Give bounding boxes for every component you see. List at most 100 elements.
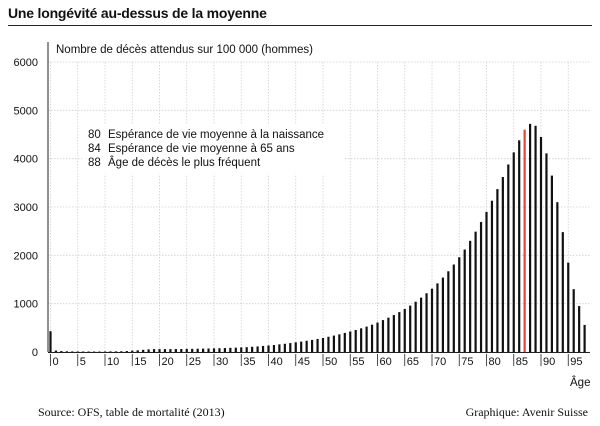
bar: [409, 305, 412, 352]
bar: [463, 249, 466, 352]
y-tick-label: 1000: [14, 299, 38, 311]
x-tick-label: 35: [243, 356, 255, 368]
y-tick-label: 4000: [14, 154, 38, 166]
bar: [469, 240, 472, 352]
y-tick-label: 0: [32, 347, 38, 359]
bar: [278, 344, 281, 352]
bar: [507, 164, 510, 352]
bar: [283, 343, 286, 352]
x-tick-label: 70: [434, 356, 446, 368]
legend-value: 88: [88, 157, 101, 169]
legend-entry: Espérance de vie moyenne à 65 ans: [108, 143, 295, 155]
bar: [343, 332, 346, 352]
y-axis-label-box: Nombre de décès attendus sur 100 000 (ho…: [51, 40, 321, 58]
bar: [98, 351, 101, 353]
y-axis-ticks: 0 1000 2000 3000 4000 5000 6000: [14, 57, 38, 359]
bar: [452, 264, 455, 352]
bar: [578, 306, 581, 352]
x-tick-label: 55: [352, 356, 364, 368]
bar: [272, 344, 276, 352]
x-tick-label: 20: [162, 356, 174, 368]
x-tick-label: 75: [461, 356, 473, 368]
bar: [327, 336, 330, 352]
bar: [539, 136, 543, 352]
bar: [218, 348, 221, 352]
x-tick-label: 30: [216, 356, 228, 368]
bar: [300, 341, 303, 352]
bar-highlight: [523, 129, 526, 352]
bar: [398, 312, 401, 352]
bar: [152, 349, 156, 352]
bar: [561, 232, 564, 352]
bar: [365, 326, 368, 352]
bar: [550, 175, 553, 352]
x-axis-label: Âge: [570, 376, 590, 389]
bar: [240, 347, 243, 352]
bar: [234, 347, 237, 352]
bar: [229, 347, 232, 352]
x-tick-label: 85: [516, 356, 528, 368]
bar: [360, 328, 363, 352]
bar: [556, 202, 559, 352]
y-tick-label: 6000: [14, 57, 38, 69]
bar: [485, 211, 488, 352]
bars: [49, 123, 586, 353]
bar: [572, 289, 575, 352]
legend-entry: Espérance de vie moyenne à la naissance: [108, 129, 324, 141]
bar: [376, 322, 379, 352]
x-tick-label: 25: [189, 356, 201, 368]
x-tick-label: 0: [53, 356, 59, 368]
x-tick-label: 80: [489, 356, 501, 368]
bar: [196, 348, 199, 352]
bar: [82, 351, 85, 353]
bar: [420, 297, 423, 352]
y-axis-label: Nombre de décès attendus sur 100 000 (ho…: [56, 44, 313, 56]
bar: [354, 330, 357, 352]
bar: [180, 349, 183, 352]
bar: [191, 348, 194, 352]
bar: [251, 346, 254, 352]
graphic-credit: Graphique: Avenir Suisse: [465, 405, 588, 419]
bar: [381, 320, 385, 352]
x-tick-label: 5: [80, 356, 86, 368]
bar: [403, 308, 406, 352]
bar: [305, 340, 308, 352]
bar: [311, 339, 314, 352]
bar: [583, 324, 586, 352]
bar: [349, 331, 352, 352]
bar: [436, 283, 439, 352]
bar: [479, 221, 483, 352]
bar: [163, 349, 167, 352]
bar: [71, 351, 74, 352]
y-tick-label: 5000: [14, 105, 38, 117]
bar: [387, 317, 390, 352]
x-tick-label: 50: [325, 356, 337, 368]
legend-value: 84: [88, 143, 101, 155]
legend: 80 Espérance de vie moyenne à la naissanc…: [82, 124, 344, 174]
bar: [60, 351, 63, 352]
bar: [114, 351, 117, 352]
bar: [103, 351, 107, 353]
bar: [425, 293, 428, 352]
x-tick-label: 10: [107, 356, 119, 368]
bar: [136, 350, 139, 352]
bar: [501, 177, 504, 352]
bar: [174, 349, 177, 352]
bar: [447, 271, 450, 352]
bar: [125, 351, 128, 352]
bar: [289, 343, 292, 352]
bar: [430, 288, 434, 352]
x-tick-label: 90: [543, 356, 555, 368]
bar: [321, 337, 325, 352]
bar: [65, 351, 68, 352]
bar: [529, 123, 532, 352]
source-note: Source: OFS, table de mortalité (2013): [38, 405, 225, 419]
legend-value: 80: [88, 129, 101, 141]
bar: [49, 331, 52, 352]
bar: [54, 350, 58, 352]
x-tick-label: 95: [570, 356, 582, 368]
x-tick-label: 65: [407, 356, 419, 368]
bar: [496, 189, 499, 352]
bar: [87, 351, 90, 353]
